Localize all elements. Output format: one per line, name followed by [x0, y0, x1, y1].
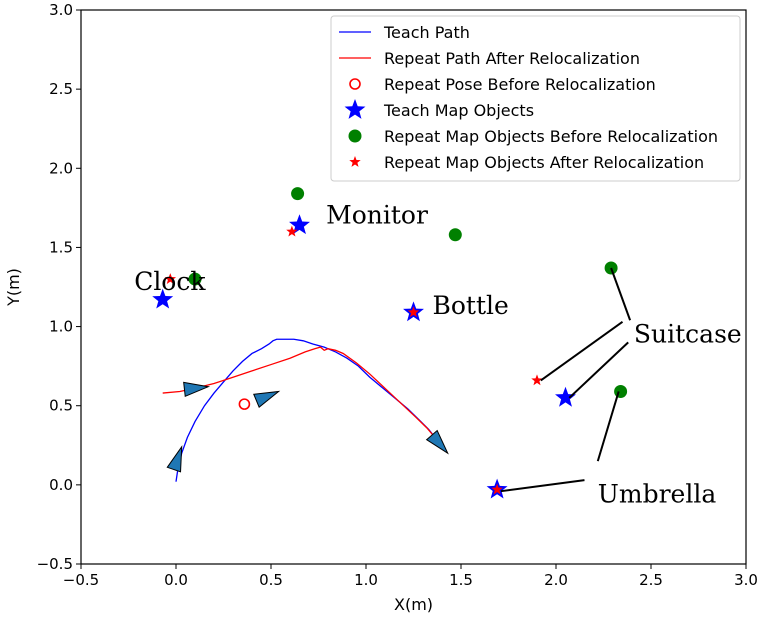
annotation-label-2: Bottle	[433, 291, 509, 320]
y-tick-label-3: 1.0	[49, 318, 73, 336]
series-2-point-4	[614, 384, 628, 398]
axis-ticks: −0.5 0.0 0.5 1.0 1.5 2.0 2.5 3.0 −0.5 0.0 0.5 1.0 1.…	[37, 1, 758, 589]
legend-box	[330, 15, 741, 182]
series-3-point-3	[531, 374, 543, 386]
x-tick-label-1: 0.0	[164, 571, 188, 589]
legend-label-1: Repeat Path After Relocalization	[384, 49, 640, 68]
series-3-point-1	[286, 225, 298, 237]
x-tick-label-4: 1.5	[449, 571, 473, 589]
series-2-point-2	[448, 228, 462, 242]
legend-swatch-2	[349, 78, 361, 90]
legend: Teach Path Repeat Path After Relocalizati…	[330, 15, 741, 182]
series-3-point-2	[407, 306, 420, 318]
legend-swatch-4	[348, 129, 362, 143]
plot-frame	[80, 9, 747, 565]
annotation-label-4: Umbrella	[598, 479, 717, 508]
series-2-point-0	[188, 272, 202, 286]
y-tick-label-7: 3.0	[49, 1, 73, 19]
series-1-point-1	[289, 214, 310, 235]
legend-label-5: Repeat Map Objects After Relocalization	[384, 153, 704, 172]
series-1-point-0	[152, 288, 174, 309]
pose-arrow-0	[166, 445, 183, 473]
pose-arrow-3	[425, 429, 449, 455]
series-3-point-0	[164, 273, 177, 284]
legend-label-0: Teach Path	[383, 23, 470, 42]
x-tick-label-5: 2.0	[544, 571, 568, 589]
annotation-4-leader-1	[500, 479, 585, 493]
y-tick-label-0: −0.5	[37, 555, 73, 573]
annotation-3-leader-0	[610, 267, 632, 321]
annotation-4-leader-0	[596, 391, 620, 462]
annotation-3-leader-1	[540, 321, 624, 382]
series-0-point-0	[238, 398, 251, 410]
series-2-point-1	[291, 187, 305, 201]
x-tick-label-3: 1.0	[354, 571, 378, 589]
y-tick-label-2: 0.5	[49, 397, 73, 415]
series-3-point-4	[491, 483, 503, 495]
x-tick-label-7: 3.0	[734, 571, 758, 589]
legend-label-2: Repeat Pose Before Relocalization	[384, 75, 656, 94]
y-tick-label-4: 1.5	[49, 238, 73, 256]
plot-area	[152, 187, 628, 499]
annotation-label-1: Monitor	[326, 201, 428, 230]
y-tick-label-6: 2.5	[49, 80, 73, 98]
legend-swatch-5	[349, 156, 361, 167]
legend-label-4: Repeat Map Objects Before Relocalization	[384, 127, 718, 146]
legend-swatch-3	[344, 99, 366, 119]
legend-label-3: Teach Map Objects	[383, 101, 534, 120]
y-tick-label-1: 0.0	[49, 476, 73, 494]
object-annotations: Clock Monitor Bottle Suitcase Umbrella	[134, 201, 742, 509]
pose-arrow-1	[183, 381, 211, 398]
x-tick-label-6: 2.5	[639, 571, 663, 589]
x-tick-label-2: 0.5	[259, 571, 283, 589]
x-tick-label-0: −0.5	[63, 571, 99, 589]
x-axis-label: X(m)	[394, 595, 433, 614]
y-tick-label-5: 2.0	[49, 159, 73, 177]
series-line-1	[162, 346, 443, 449]
annotation-label-3: Suitcase	[634, 319, 742, 348]
pose-arrow-2	[253, 390, 281, 408]
y-axis-label: Y(m)	[4, 268, 23, 307]
annotation-3-leader-2	[568, 341, 629, 399]
series-1-point-3	[555, 386, 576, 407]
annotation-label-0: Clock	[134, 267, 206, 296]
